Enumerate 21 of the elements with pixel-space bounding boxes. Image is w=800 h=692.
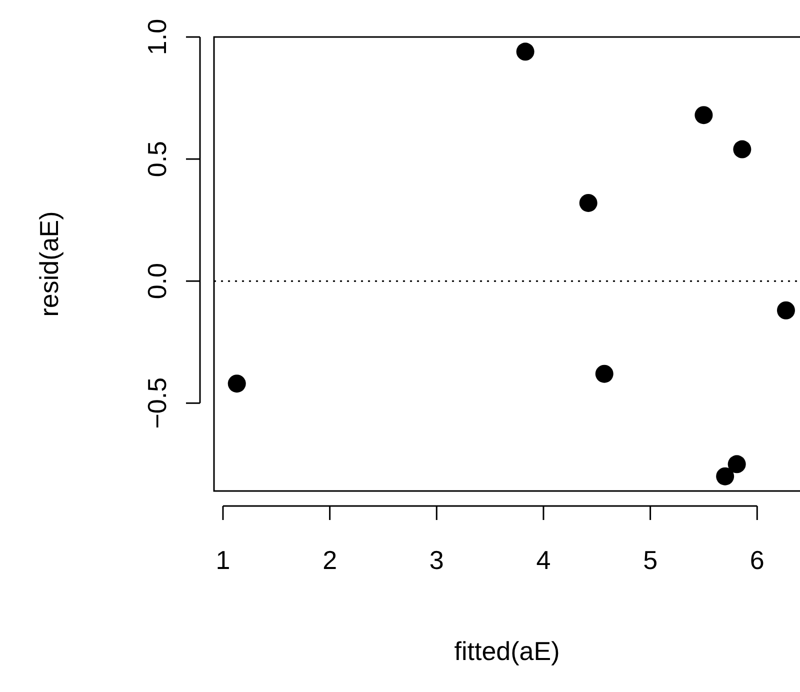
y-tick-label: 0.5: [142, 140, 172, 178]
point: [516, 42, 534, 61]
y-tick-label: −0.5: [142, 377, 172, 429]
x-tick-label: 4: [536, 545, 551, 575]
x-tick-label: 2: [322, 545, 338, 575]
point: [733, 140, 752, 158]
point: [728, 455, 746, 474]
y-tick-label: 0.0: [142, 263, 172, 300]
point: [716, 467, 734, 486]
point: [694, 106, 713, 124]
point: [776, 301, 795, 320]
y-tick-label: 1.0: [142, 18, 172, 56]
point: [579, 194, 598, 212]
x-tick-label: 6: [750, 545, 764, 575]
y-axis-title: resid(aE): [34, 211, 64, 317]
x-tick-label: 1: [216, 545, 230, 575]
point: [228, 374, 246, 393]
x-tick-label: 3: [429, 545, 444, 575]
point: [595, 364, 614, 383]
x-axis-title: fitted(aE): [454, 636, 560, 666]
x-tick-label: 5: [643, 545, 658, 575]
